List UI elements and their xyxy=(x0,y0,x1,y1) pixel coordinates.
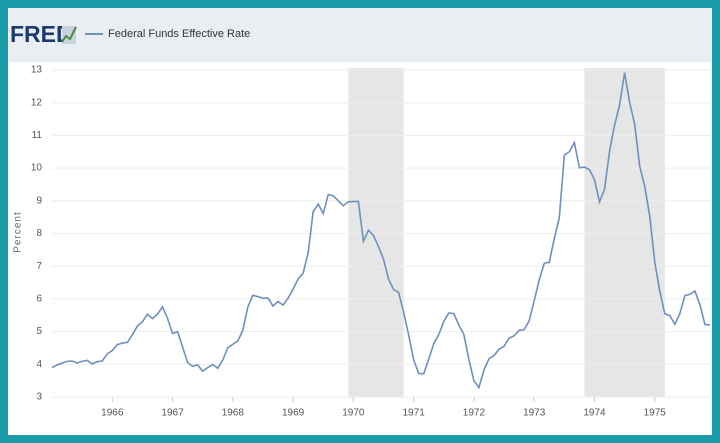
x-tick-label: 1969 xyxy=(282,408,305,419)
recession-band xyxy=(584,68,665,397)
y-tick-label: 9 xyxy=(36,195,42,206)
x-tick-label: 1971 xyxy=(403,408,426,419)
y-axis-label: Percent xyxy=(13,211,24,252)
y-tick-label: 13 xyxy=(31,65,43,76)
y-tick-label: 12 xyxy=(31,97,43,108)
x-tick-label: 1968 xyxy=(222,408,245,419)
logo-icon xyxy=(61,26,77,44)
y-tick-label: 4 xyxy=(36,359,42,370)
y-tick-label: 5 xyxy=(36,326,42,337)
legend-label: Federal Funds Effective Rate xyxy=(108,28,250,40)
y-tick-label: 6 xyxy=(36,294,42,305)
y-tick-label: 3 xyxy=(36,392,42,403)
x-tick-label: 1972 xyxy=(463,408,486,419)
data-line xyxy=(51,72,711,390)
y-tick-label: 8 xyxy=(36,228,42,239)
y-tick-label: 7 xyxy=(36,261,42,272)
y-tick-label: 10 xyxy=(31,163,43,174)
x-tick-label: 1973 xyxy=(523,408,546,419)
header xyxy=(8,8,712,62)
x-tick-label: 1966 xyxy=(101,408,124,419)
x-tick-label: 1975 xyxy=(644,408,667,419)
y-tick-label: 11 xyxy=(32,130,43,141)
x-tick-label: 1967 xyxy=(161,408,184,419)
x-tick-label: 1974 xyxy=(583,408,606,419)
recession-band xyxy=(348,68,404,397)
x-tick-label: 1970 xyxy=(342,408,365,419)
